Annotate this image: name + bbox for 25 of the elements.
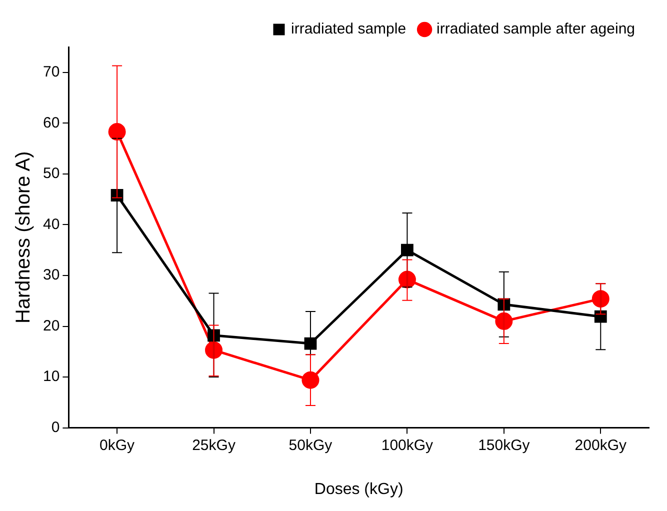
point [401,244,414,256]
x-tick-label: 0kGy [100,436,136,454]
y-tick-label: 0 [51,418,60,436]
x-tick-label: 150kGy [478,436,530,454]
y-tick-label: 60 [42,114,60,132]
legend-label: irradiated sample after ageing [436,20,636,38]
y-tick-label: 20 [42,317,60,334]
point [495,312,513,330]
y-tick-label: 50 [42,165,60,182]
point [398,270,416,288]
y-tick-label: 40 [42,216,60,233]
point [592,290,610,308]
x-tick-label: 50kGy [288,436,333,454]
legend-label: irradiated sample [290,20,406,38]
x-tick-label: 25kGy [192,436,236,454]
x-tick-label: 200kGy [574,436,627,454]
point [205,341,223,359]
y-tick-label: 10 [42,368,60,386]
y-tick-label: 30 [42,266,60,284]
y-tick-label: 70 [42,64,60,81]
y-axis-title: Hardness (shore A) [12,151,35,324]
point [302,371,320,389]
point [108,123,126,141]
x-axis-title: Doses (kGy) [314,480,404,498]
x-tick-label: 100kGy [381,436,434,454]
